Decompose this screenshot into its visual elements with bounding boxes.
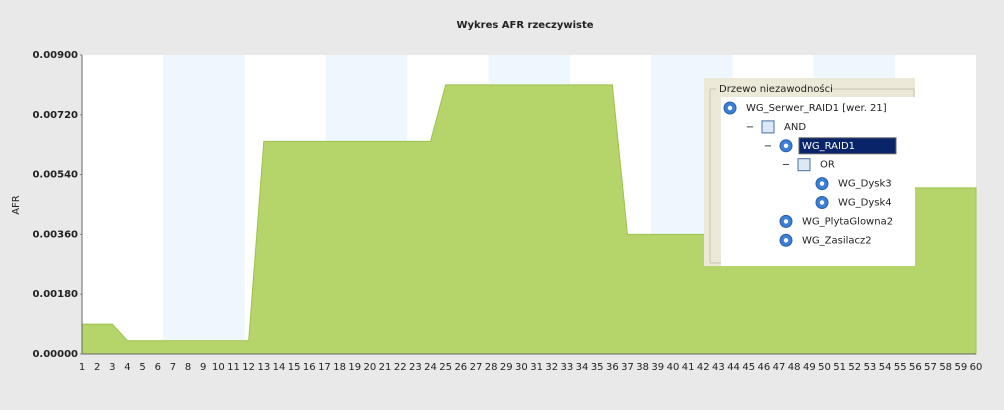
x-tick-label: 35 [591,362,604,373]
x-tick-label: 53 [864,362,877,373]
x-tick-label: 3 [109,362,115,373]
x-tick-label: 17 [318,362,331,373]
x-tick-label: 19 [348,362,361,373]
y-axis-label: AFR [11,195,22,215]
x-tick-label: 1 [79,362,85,373]
x-tick-label: 5 [139,362,145,373]
x-tick-label: 50 [818,362,831,373]
node-icon-hole [783,219,789,224]
node-icon-hole [727,105,733,111]
x-tick-label: 16 [303,362,316,373]
plot-band [82,55,164,354]
x-tick-label: 31 [530,362,543,373]
node-icon-hole [783,143,789,148]
x-tick-label: 38 [636,362,649,373]
tree-node[interactable]: AND [784,122,806,133]
x-tick-label: 18 [333,362,346,373]
x-tick-label: 47 [773,362,786,373]
x-tick-label: 55 [894,362,907,373]
x-tick-label: 6 [155,362,161,373]
x-tick-label: 15 [288,362,301,373]
node-icon-hole [783,238,789,243]
x-tick-label: 2 [94,362,100,373]
x-tick-label: 54 [879,362,892,373]
x-tick-label: 36 [606,362,619,373]
x-tick-label: 48 [788,362,801,373]
tree-node[interactable]: WG_Zasilacz2 [802,235,872,246]
x-tick-label: 52 [848,362,861,373]
x-tick-label: 26 [454,362,467,373]
y-tick-label: 0.00900 [32,50,78,61]
tree-node[interactable]: WG_RAID1 [802,141,855,152]
x-tick-label: 41 [682,362,695,373]
y-tick-label: 0.00360 [32,229,78,240]
x-tick-label: 34 [576,362,589,373]
x-tick-label: 33 [561,362,574,373]
x-tick-label: 58 [939,362,952,373]
x-tick-label: 39 [651,362,664,373]
node-icon [761,120,775,134]
x-tick-label: 59 [954,362,967,373]
tree-expander: − [764,141,772,152]
x-tick-label: 56 [909,362,922,373]
chart-title: Wykres AFR rzeczywiste [456,20,593,31]
x-tick-label: 51 [833,362,846,373]
y-tick-label: 0.00540 [32,170,78,181]
x-tick-label: 49 [803,362,816,373]
x-tick-label: 42 [697,362,710,373]
x-tick-label: 7 [170,362,176,373]
tree-node[interactable]: WG_Serwer_RAID1 [wer. 21] [746,103,887,114]
x-tick-label: 28 [485,362,498,373]
x-tick-label: 46 [757,362,770,373]
node-selected [798,137,897,155]
x-tick-label: 32 [545,362,558,373]
x-tick-label: 20 [364,362,377,373]
x-tick-label: 4 [124,362,130,373]
tree-expander: − [746,122,754,133]
tree-expander: − [782,160,790,171]
x-tick-label: 43 [712,362,725,373]
node-icon-hole [819,200,825,205]
x-tick-label: 13 [257,362,270,373]
x-tick-label: 23 [409,362,422,373]
tree-title: Drzewo niezawodności [719,83,833,95]
x-tick-label: 30 [515,362,528,373]
tree-node[interactable]: WG_Dysk3 [838,179,892,190]
x-tick-label: 24 [424,362,437,373]
tree-node[interactable]: WG_PlytaGlowna2 [802,216,893,227]
x-tick-label: 9 [200,362,206,373]
x-tick-label: 22 [394,362,407,373]
node-icon-hole [819,181,825,186]
x-tick-label: 10 [212,362,225,373]
y-tick-label: 0.00720 [32,110,78,121]
x-tick-label: 57 [924,362,937,373]
plot-band [163,55,245,354]
tree-node[interactable]: WG_Dysk4 [838,198,892,209]
x-tick-label: 25 [439,362,452,373]
x-tick-label: 40 [667,362,680,373]
x-tick-label: 11 [227,362,240,373]
y-tick-label: 0.00000 [32,349,78,360]
x-tick-label: 45 [742,362,755,373]
x-tick-label: 44 [727,362,740,373]
x-tick-label: 29 [500,362,513,373]
x-tick-label: 21 [379,362,392,373]
y-tick-label: 0.00180 [32,289,78,300]
x-tick-label: 14 [273,362,286,373]
x-tick-label: 27 [470,362,483,373]
x-tick-label: 37 [621,362,634,373]
tree-node[interactable]: OR [820,160,835,171]
x-tick-label: 8 [185,362,191,373]
tree-title-bg [716,82,830,96]
x-tick-label: 60 [970,362,983,373]
x-tick-label: 12 [242,362,255,373]
tree-panel: Drzewo niezawodności WG_Serwer_RAID1 [wer… [704,78,915,266]
node-icon [797,158,811,172]
